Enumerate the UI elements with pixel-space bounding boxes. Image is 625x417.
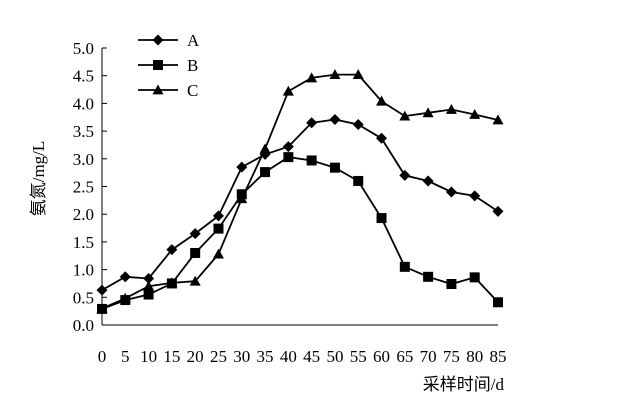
legend-label-b: B — [187, 56, 198, 75]
y-tick-label: 4.0 — [73, 94, 94, 113]
data-point-c — [445, 103, 457, 114]
data-point-a — [236, 161, 248, 173]
y-tick-label: 1.5 — [73, 233, 94, 252]
x-tick-label: 70 — [420, 347, 437, 366]
x-tick-label: 75 — [443, 347, 460, 366]
x-tick-label: 40 — [280, 347, 297, 366]
x-tick-label: 50 — [326, 347, 343, 366]
data-point-a — [469, 190, 481, 202]
data-point-a — [166, 244, 178, 256]
y-tick-label: 4.5 — [73, 67, 94, 86]
series-line-a — [101, 118, 499, 291]
y-tick-label: 1.0 — [73, 261, 94, 280]
data-point-a — [119, 271, 131, 283]
data-point-c — [119, 292, 131, 303]
legend-marker-b — [153, 60, 163, 70]
x-tick-label: 80 — [466, 347, 483, 366]
y-tick-label: 0.0 — [73, 316, 94, 335]
x-tick-label: 30 — [233, 347, 250, 366]
axes: 0.0 0.5 1.0 1.5 2.0 2.5 3.0 3.5 4.0 4.5 5.0 0 5 10 15 2… — [73, 39, 507, 366]
data-point-a — [212, 210, 224, 222]
x-tick-label: 5 — [121, 347, 130, 366]
x-tick-label: 0 — [98, 347, 107, 366]
data-point-c — [236, 193, 248, 204]
data-point-c — [469, 108, 481, 119]
data-point-b — [190, 247, 201, 258]
data-point-c — [143, 280, 155, 291]
data-point-c — [212, 248, 224, 259]
data-point-a — [306, 117, 318, 129]
data-point-a — [282, 141, 294, 153]
plot-area — [96, 69, 504, 314]
data-point-a — [189, 228, 201, 240]
x-tick-label: 20 — [187, 347, 204, 366]
data-point-a — [143, 272, 155, 284]
data-point-c — [329, 69, 341, 79]
x-axis-title: 采样时间/d — [423, 375, 505, 394]
x-tick-label: 25 — [210, 347, 227, 366]
data-point-b — [353, 175, 364, 186]
data-point-b — [399, 261, 410, 272]
data-point-b — [423, 271, 434, 282]
y-tick-label: 3.0 — [73, 150, 94, 169]
y-tick-label: 0.5 — [73, 288, 94, 307]
x-tick-label: 60 — [373, 347, 390, 366]
x-tick-label: 65 — [396, 347, 413, 366]
data-point-c — [166, 277, 178, 288]
x-tick-label: 15 — [163, 347, 180, 366]
data-point-c — [492, 114, 504, 125]
data-point-c — [282, 85, 294, 96]
x-tick-label: 85 — [490, 347, 507, 366]
data-point-a — [376, 132, 388, 144]
x-tick-label: 35 — [257, 347, 274, 366]
legend: ABC — [138, 31, 200, 100]
data-point-b — [329, 162, 340, 173]
data-point-b — [143, 289, 154, 300]
data-point-c — [422, 107, 434, 118]
legend-label-a: A — [187, 31, 200, 50]
data-point-c — [352, 69, 364, 79]
data-point-a — [399, 169, 411, 181]
data-point-c — [259, 143, 271, 154]
legend-label-c: C — [187, 81, 198, 100]
x-tick-label: 10 — [140, 347, 157, 366]
series-line-c — [101, 73, 499, 310]
data-point-b — [306, 155, 317, 166]
data-point-a — [492, 205, 504, 217]
data-point-c — [189, 275, 201, 286]
data-point-b — [493, 297, 503, 308]
legend-marker-c — [152, 84, 164, 95]
data-point-b — [260, 167, 271, 178]
data-point-c — [399, 110, 411, 121]
data-point-c — [306, 72, 318, 83]
data-point-b — [446, 279, 457, 290]
x-tick-label: 55 — [350, 347, 367, 366]
data-point-b — [376, 213, 387, 224]
data-point-b — [469, 272, 480, 283]
y-tick-label: 3.5 — [73, 122, 94, 141]
data-point-a — [329, 113, 341, 125]
legend-marker-a — [152, 34, 164, 46]
x-tick-label: 45 — [303, 347, 320, 366]
data-point-b — [283, 152, 294, 163]
data-point-c — [376, 95, 388, 106]
data-point-a — [352, 118, 364, 130]
series-line-b — [101, 156, 499, 310]
y-axis-title: 氨氮/mg/L — [29, 141, 48, 217]
y-tick-label: 2.5 — [73, 178, 94, 197]
y-tick-label: 5.0 — [73, 39, 94, 58]
data-point-a — [422, 175, 434, 187]
y-tick-label: 2.0 — [73, 205, 94, 224]
data-point-b — [213, 223, 224, 234]
data-point-a — [445, 186, 457, 198]
